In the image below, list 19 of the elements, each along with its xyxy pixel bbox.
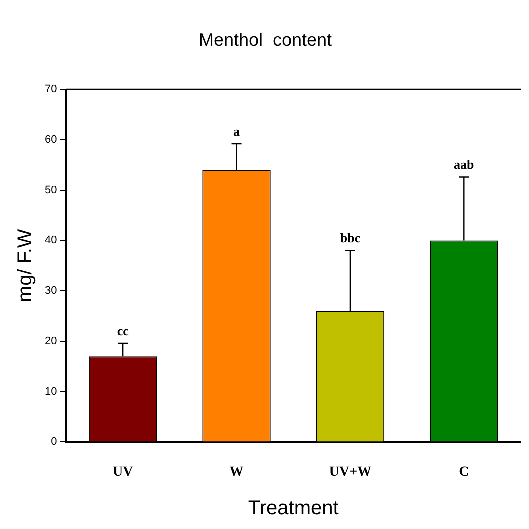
- y-tick-label: 30: [44, 285, 58, 298]
- y-tick-label: 60: [44, 134, 58, 146]
- x-tick-label: C: [459, 465, 470, 480]
- y-tick-label: 40: [44, 234, 58, 247]
- x-tick-label: UV: [112, 465, 134, 480]
- y-tick-label: 70: [44, 84, 58, 96]
- y-tick-label: 20: [44, 335, 58, 348]
- y-axis-title: mg/ F.W: [14, 229, 37, 303]
- x-tick-label: W: [230, 465, 244, 480]
- annotation: cc: [117, 323, 130, 338]
- x-tick-label: UV+W: [329, 465, 372, 480]
- annotation: aab: [454, 157, 474, 172]
- y-tick-label: 0: [51, 436, 58, 448]
- y-tick-label: 50: [44, 184, 58, 196]
- chart-title: Menthol content: [198, 30, 332, 50]
- y-tick-label: 10: [44, 386, 58, 398]
- annotation: a: [234, 124, 241, 139]
- x-axis-title: Treatment: [248, 498, 340, 520]
- annotation: bbc: [340, 230, 361, 246]
